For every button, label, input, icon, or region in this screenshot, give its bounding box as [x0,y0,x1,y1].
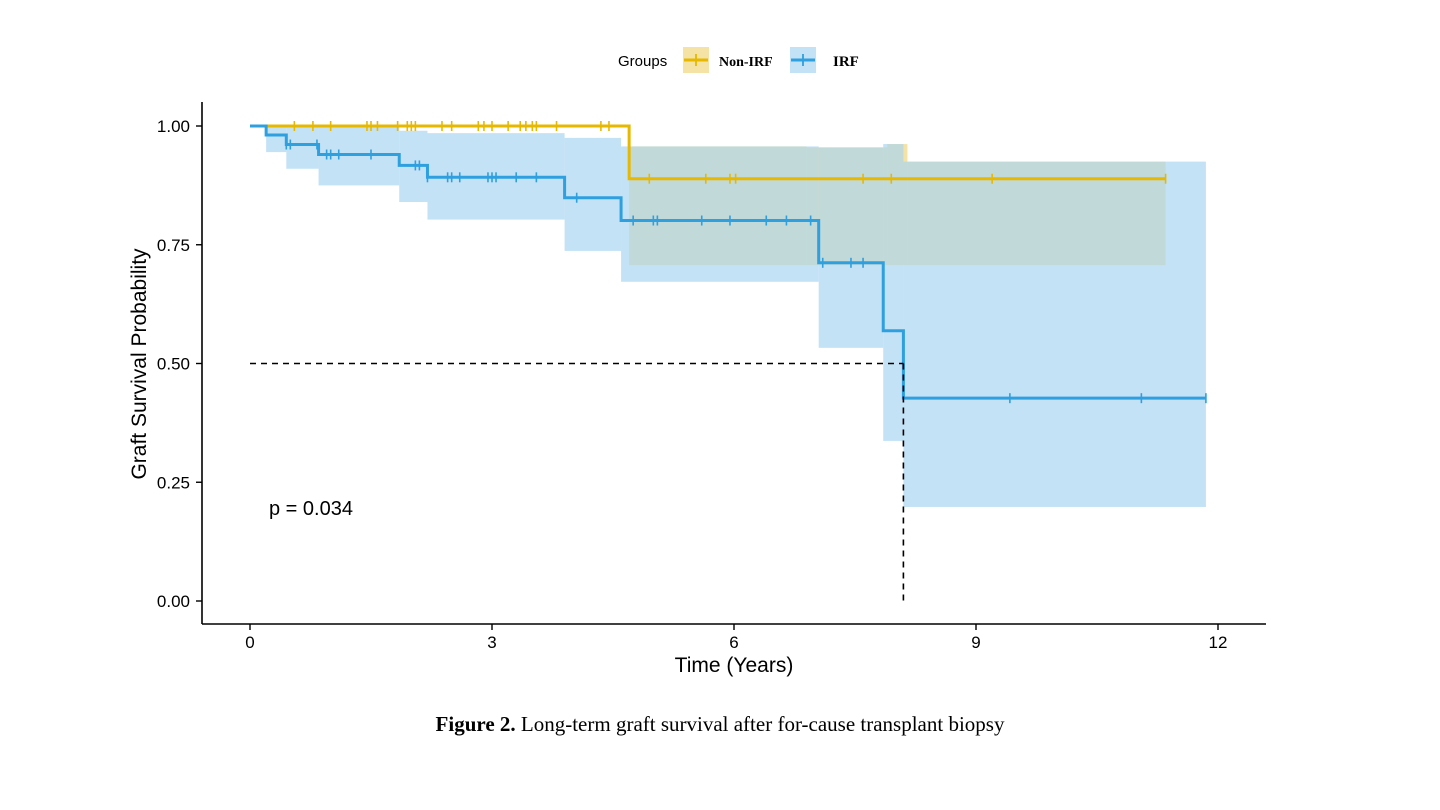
median-survival-lines [250,362,905,601]
y-tick-label: 0.25 [157,473,190,492]
legend-label-irf: IRF [833,54,859,70]
y-tick-label: 0.00 [157,592,190,611]
x-tick-label: 9 [971,633,980,652]
axes: 0 3 6 9 12 0.00 0.25 0.50 0.75 1.00 [157,102,1266,652]
figure-caption-label: Figure 2. [435,712,516,736]
irf-ci-band-segment [286,126,319,169]
x-tick-label: 12 [1209,633,1228,652]
y-axis-label: Graft Survival Probability [128,248,151,480]
y-tick-label: 0.75 [157,236,190,255]
legend-label-non-irf: Non-IRF [719,55,773,70]
irf-ci-band-segment [564,137,622,251]
p-value-annotation: p = 0.034 [269,498,353,520]
figure-caption: Figure 2. Long-term graft survival after… [0,712,1440,737]
irf-ci-band-segment [621,146,819,282]
irf-ci-band-segment [883,144,904,441]
irf-ci-band-segment [266,126,287,153]
irf-ci-band-segment [903,161,1206,507]
non-irf-survival-curve [250,124,1166,181]
x-tick-label: 6 [729,633,738,652]
y-tick-label: 1.00 [157,117,190,136]
figure-caption-text: Long-term graft survival after for-cause… [515,712,1005,736]
irf-ci-band-segment [818,147,884,348]
x-tick-label: 0 [245,633,254,652]
x-axis-label: Time (Years) [675,654,794,677]
x-tick-label: 3 [487,633,496,652]
legend: Groups Non-IRF IRF [618,47,859,73]
legend-title: Groups [618,53,667,70]
y-tick-label: 0.50 [157,355,190,374]
censor-marks [285,121,1207,404]
